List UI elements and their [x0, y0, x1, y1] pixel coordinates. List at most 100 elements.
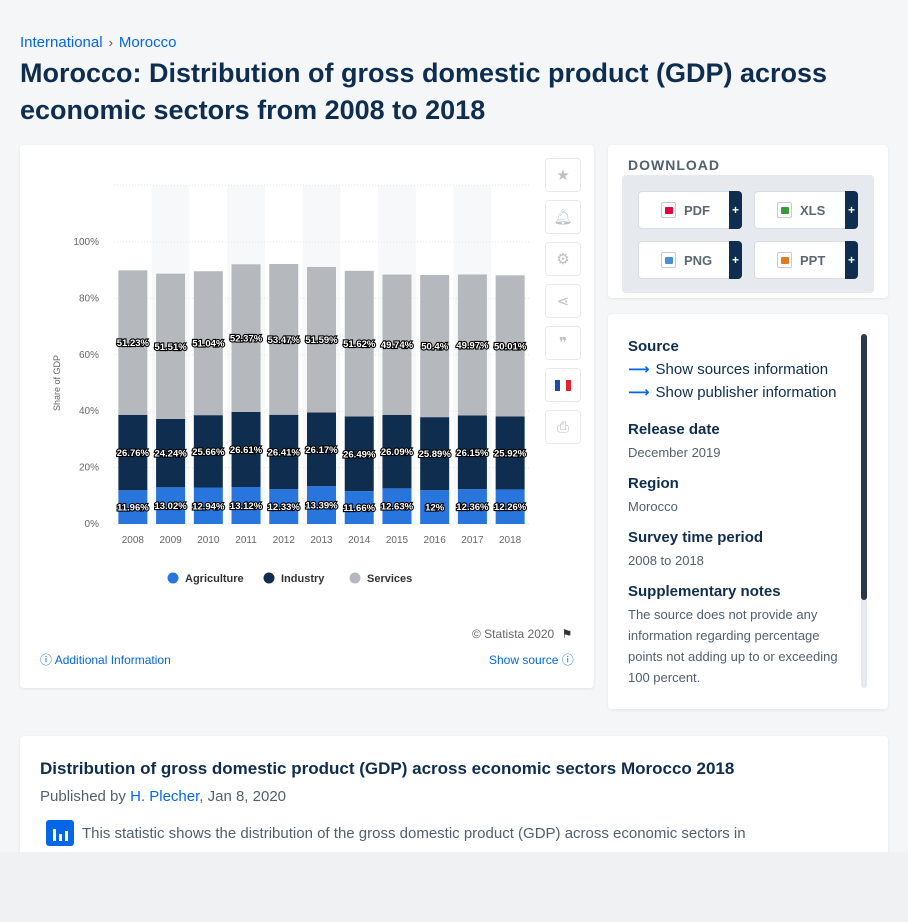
bar-agriculture	[269, 489, 299, 524]
author-link[interactable]: H. Plecher	[130, 788, 200, 805]
share-icon[interactable]: ⋖	[545, 284, 581, 318]
x-tick-label: 2014	[348, 535, 371, 546]
y-axis-label: Share of GDP	[52, 355, 62, 411]
download-pdf-button[interactable]: PDF +	[638, 191, 742, 229]
download-png-button[interactable]: PNG +	[638, 241, 742, 279]
survey-period-value: 2008 to 2018	[628, 553, 704, 568]
bar-agriculture	[495, 489, 525, 524]
description-card: Distribution of gross domestic product (…	[20, 736, 888, 866]
quote-icon[interactable]: ❞	[545, 326, 581, 360]
x-tick-label: 2018	[499, 535, 522, 546]
bar-services	[269, 263, 299, 415]
info-scrollbar[interactable]	[861, 334, 867, 688]
data-label: 12.36%	[456, 502, 489, 513]
description-title: Distribution of gross domestic product (…	[40, 759, 735, 778]
download-ppt-button[interactable]: PPT +	[754, 241, 858, 279]
legend-label-industry: Industry	[281, 573, 325, 585]
xls-label: XLS	[800, 202, 826, 218]
breadcrumb-item-morocco[interactable]: Morocco	[118, 34, 177, 51]
bar-services	[118, 270, 148, 415]
flag-report-icon[interactable]: ⚑	[561, 627, 573, 641]
arrow-right-icon: ⟶	[628, 361, 650, 378]
info-card: Source ⟶ Show sources information ⟶ Show…	[608, 314, 888, 709]
bar-agriculture	[156, 487, 186, 524]
data-label: 12.63%	[381, 502, 414, 513]
data-label: 49.97%	[456, 340, 489, 351]
additional-info-link[interactable]: ⓘ Additional Information	[40, 651, 171, 668]
y-tick-label: 60%	[79, 350, 99, 361]
chart-copyright: © Statista 2020 ⚑	[472, 627, 572, 641]
x-tick-label: 2015	[386, 535, 409, 546]
show-sources-link[interactable]: ⟶ Show sources information	[628, 360, 853, 379]
bar-chart-icon	[46, 820, 74, 846]
data-label: 13.02%	[154, 501, 187, 512]
published-prefix: Published by	[40, 788, 126, 805]
data-label: 51.59%	[305, 335, 338, 346]
data-label: 26.15%	[456, 448, 489, 459]
ppt-file-icon	[777, 252, 792, 268]
bar-industry	[344, 416, 374, 492]
data-label: 49.74%	[381, 340, 414, 351]
data-label: 26.17%	[305, 445, 338, 456]
bar-industry	[457, 415, 487, 490]
bar-industry	[382, 414, 412, 489]
legend-label-services: Services	[367, 573, 412, 585]
legend-marker-services	[349, 572, 361, 584]
favorite-star-icon[interactable]: ★	[545, 158, 581, 192]
data-label: 25.89%	[419, 449, 452, 460]
region-value: Morocco	[628, 499, 678, 514]
data-label: 51.62%	[343, 339, 376, 350]
description-text: This statistic shows the distribution of…	[82, 825, 746, 842]
y-tick-label: 40%	[79, 406, 99, 417]
print-icon[interactable]: ⎙	[545, 410, 581, 444]
arrow-right-icon: ⟶	[628, 384, 650, 401]
x-tick-label: 2011	[235, 535, 257, 546]
data-label: 53.47%	[268, 335, 301, 346]
info-circle-icon: ⓘ	[561, 653, 574, 667]
data-label: 11.66%	[343, 503, 375, 514]
supplementary-notes-label: Supplementary notes	[628, 583, 781, 600]
data-label: 51.04%	[192, 339, 225, 350]
bar-agriculture	[118, 490, 148, 524]
download-xls-button[interactable]: XLS +	[754, 191, 858, 229]
bar-industry	[495, 416, 525, 490]
plus-icon: +	[845, 241, 858, 279]
plus-icon: +	[729, 191, 742, 229]
bar-agriculture	[231, 487, 261, 524]
settings-gear-icon[interactable]: ⚙	[545, 242, 581, 276]
published-by: Published by H. Plecher, Jan 8, 2020	[40, 788, 286, 805]
data-label: 26.09%	[381, 447, 414, 458]
show-publisher-link[interactable]: ⟶ Show publisher information	[628, 383, 853, 402]
bar-industry	[156, 418, 186, 488]
data-label: 12.33%	[268, 502, 301, 513]
region-label: Region	[628, 475, 679, 492]
bar-agriculture	[344, 491, 374, 524]
scrollbar-thumb[interactable]	[861, 334, 867, 600]
pdf-label: PDF	[684, 202, 710, 218]
x-tick-label: 2013	[310, 535, 333, 546]
bar-industry	[231, 411, 261, 488]
bar-services	[231, 264, 261, 412]
info-circle-icon: ⓘ	[40, 653, 53, 667]
ppt-label: PPT	[800, 252, 826, 268]
show-publisher-label: Show publisher information	[655, 383, 837, 401]
data-label: 51.23%	[117, 338, 150, 349]
breadcrumb: International › Morocco	[20, 34, 176, 51]
notification-bell-icon[interactable]: 🔔︎	[545, 200, 581, 234]
bar-services	[495, 275, 525, 417]
png-label: PNG	[684, 252, 713, 268]
y-tick-label: 100%	[73, 237, 99, 248]
bar-services	[307, 266, 336, 413]
breadcrumb-item-international[interactable]: International	[20, 34, 103, 51]
download-title: DOWNLOAD	[628, 157, 720, 173]
bar-services	[457, 274, 487, 416]
bar-services	[382, 274, 412, 415]
additional-info-label: Additional Information	[54, 653, 171, 667]
bar-services	[156, 273, 186, 419]
language-flag-fr-icon[interactable]	[545, 368, 581, 402]
show-source-link[interactable]: Show source ⓘ	[489, 651, 574, 668]
data-label: 25.66%	[192, 447, 225, 458]
data-label: 50.01%	[494, 341, 527, 352]
data-label: 11.96%	[117, 503, 149, 514]
